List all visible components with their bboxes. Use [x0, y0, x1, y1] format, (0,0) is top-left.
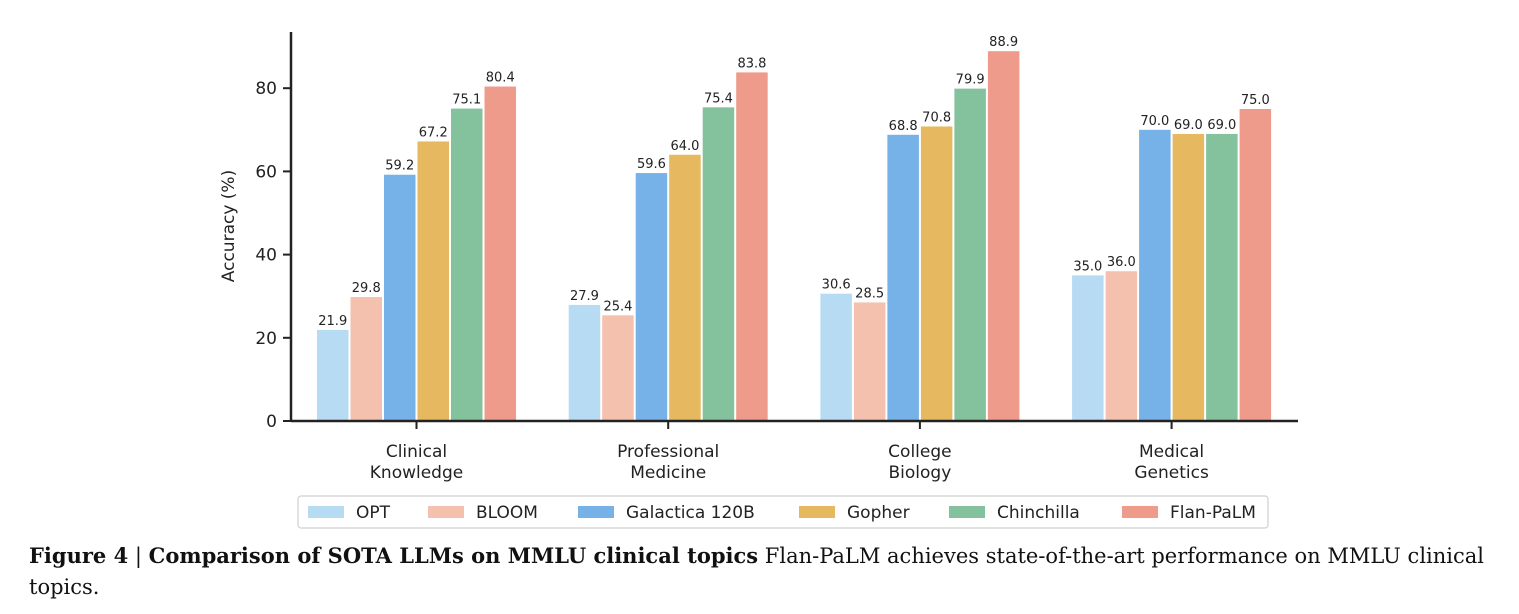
bar-value-label: 75.1 [452, 93, 481, 108]
bar-value-labels: 21.9 27.9 30.6 35.0 29.8 25.4 28.5 36.0 59.2 59.6… [318, 35, 1270, 329]
bar [417, 141, 449, 421]
bar-value-label: 68.8 [889, 119, 918, 134]
bar [920, 126, 953, 422]
bar [669, 154, 701, 421]
legend-swatch [1122, 506, 1158, 518]
bar-chart: 0 20 40 60 80 21.9 27.9 30.6 35.0 29.8 25.4 28.5 36… [219, 32, 1298, 529]
bar-value-label: 80.4 [486, 71, 515, 86]
bar [887, 134, 919, 422]
bar-value-label: 79.9 [956, 73, 985, 88]
legend-label: OPT [356, 503, 391, 523]
x-category-label: College [888, 442, 951, 462]
bar-value-label: 27.9 [570, 289, 599, 304]
x-category-label: Medical [1139, 442, 1204, 462]
bar [954, 88, 986, 421]
bar [702, 107, 735, 421]
caption-text: Flan-PaLM achieves state-of-the-art perf… [29, 544, 1484, 599]
y-tick-label: 80 [255, 79, 277, 99]
legend-label: Chinchilla [997, 503, 1080, 523]
y-axis-title: Accuracy (%) [219, 170, 239, 282]
bar-value-label: 67.2 [419, 125, 448, 140]
bar-value-label: 83.8 [737, 56, 766, 71]
bar-value-label: 30.6 [822, 278, 851, 293]
legend-frame [297, 495, 1269, 529]
bar [1139, 129, 1171, 422]
bar-value-label: 88.9 [989, 35, 1018, 50]
bar [736, 72, 768, 421]
legend-swatch [308, 506, 344, 518]
legend-label: Flan-PaLM [1170, 503, 1256, 523]
bar-value-label: 59.6 [637, 157, 666, 172]
bar [820, 293, 852, 421]
bar [1172, 133, 1205, 421]
bar-value-label: 64.0 [670, 139, 699, 154]
legend: OPT BLOOM Galactica 120B Gopher Chinchilla Fl… [297, 495, 1269, 529]
legend-swatch [949, 506, 985, 518]
bar [987, 51, 1020, 422]
bar-value-label: 69.0 [1174, 118, 1203, 133]
legend-swatch [578, 506, 614, 518]
y-tick-label: 60 [255, 162, 277, 182]
x-category-label: Professional [617, 442, 719, 462]
bar-value-label: 21.9 [318, 314, 347, 329]
bar [1239, 109, 1272, 421]
bar-value-label: 75.4 [704, 91, 733, 106]
bar [1072, 275, 1104, 421]
bar-value-label: 35.0 [1073, 259, 1102, 274]
bar-value-label: 70.0 [1140, 114, 1169, 129]
bar [853, 302, 886, 421]
bar [568, 304, 601, 421]
bar-value-label: 69.0 [1207, 118, 1236, 133]
legend-label: Galactica 120B [626, 503, 755, 523]
bar-value-label: 28.5 [855, 286, 884, 301]
bar [384, 174, 416, 421]
bar-series [317, 51, 1272, 422]
x-category-label: Clinical [386, 442, 447, 462]
caption-label: Figure 4 [29, 543, 129, 568]
caption-title: Comparison of SOTA LLMs on MMLU clinical… [148, 543, 759, 568]
x-category-label: Knowledge [370, 463, 463, 483]
legend-label: Gopher [847, 503, 910, 523]
bar [484, 86, 516, 421]
bar [635, 173, 668, 421]
bar [1105, 271, 1138, 421]
bar [350, 297, 382, 421]
bar-value-label: 25.4 [603, 299, 632, 314]
bar [1206, 133, 1238, 421]
legend-label: BLOOM [476, 503, 538, 523]
bar [317, 329, 349, 421]
bar-value-label: 36.0 [1107, 255, 1136, 270]
legend-swatch [799, 506, 835, 518]
y-tick-label: 20 [255, 329, 277, 349]
bar-value-label: 29.8 [352, 281, 381, 296]
legend-swatch [428, 506, 464, 518]
y-tick-label: 0 [266, 412, 277, 432]
caption-separator: | [134, 544, 142, 568]
bar-value-label: 75.0 [1241, 93, 1270, 108]
x-category-label: Biology [889, 463, 952, 483]
x-category-label: Genetics [1134, 463, 1209, 483]
bar [451, 108, 483, 422]
bar [602, 315, 634, 421]
bar-value-label: 59.2 [385, 159, 414, 174]
x-category-label: Medicine [630, 463, 706, 483]
bar-value-label: 70.8 [922, 110, 951, 125]
y-axis-ticks: 0 20 40 60 80 [255, 79, 291, 432]
figure-caption: Figure 4 | Comparison of SOTA LLMs on MM… [29, 540, 1504, 603]
y-tick-label: 40 [255, 246, 277, 266]
